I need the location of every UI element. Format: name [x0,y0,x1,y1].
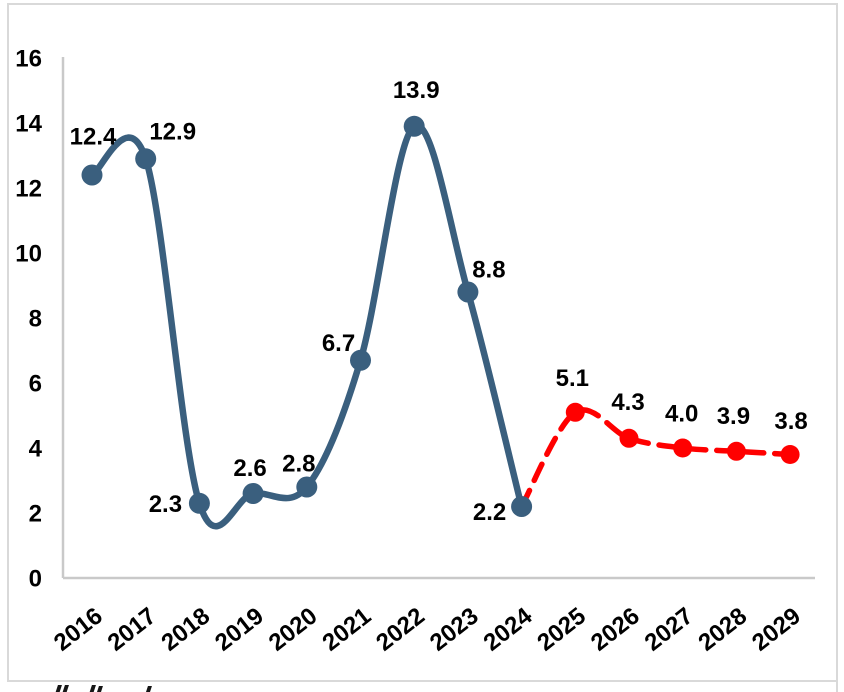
data-point-marker-forecast-2026 [619,428,639,448]
data-label-forecast: 3.9 [717,403,750,430]
data-label-forecast: 4.3 [611,389,644,416]
data-point-marker-historical-2016 [81,164,103,186]
y-tick-label: 8 [29,306,42,333]
data-point-marker-historical-2021 [350,349,371,371]
y-tick-label: 14 [15,111,42,138]
data-point-marker-historical-2017 [135,148,157,170]
data-label-historical: 2.8 [282,451,315,478]
data-label-forecast: 4.0 [665,401,698,428]
data-point-marker-forecast-2029 [780,445,800,464]
data-label-historical: 2.6 [233,455,266,482]
x-tick-label: 2028 [693,602,752,656]
y-tick-label: 2 [29,501,42,528]
x-tick-label: 2020 [264,602,323,656]
data-point-marker-historical-2020 [296,476,318,498]
data-point-marker-historical-2023 [457,281,479,303]
x-tick-label: 2019 [210,602,269,656]
data-label-historical: 12.9 [149,118,196,145]
y-tick-label: 10 [15,241,42,268]
x-tick-label: 2026 [586,602,645,656]
series-historical-line [88,122,525,530]
x-tick-label: 2027 [640,602,699,656]
data-point-marker-historical-2022 [403,115,425,137]
x-tick-label: 2024 [479,602,538,657]
data-point-marker-historical-2024 [511,496,533,517]
y-tick-label: 4 [29,436,43,463]
figure-border [7,3,838,682]
data-label-historical: 12.4 [70,124,117,151]
data-point-marker-forecast-2027 [673,438,693,458]
data-label-historical: 6.7 [322,330,355,357]
data-label-forecast: 3.8 [774,408,807,435]
x-tick-label: 2029 [747,602,806,656]
data-point-marker-forecast-2025 [565,402,585,422]
x-tick-label: 2017 [103,602,162,656]
data-point-marker-forecast-2028 [726,441,746,461]
data-label-historical: 8.8 [472,257,505,284]
data-point-marker-historical-2019 [242,483,264,504]
x-tick-label: 2023 [425,602,484,656]
data-label-historical: 13.9 [393,77,440,104]
y-tick-label: 0 [29,566,42,593]
y-tick-label: 6 [29,371,42,398]
y-tick-label: 16 [15,46,42,73]
y-tick-label: 12 [15,176,42,203]
x-tick-label: 2025 [532,602,591,656]
x-tick-label: 2022 [371,602,430,656]
data-label-historical: 2.3 [149,491,182,518]
x-tick-label: 2016 [49,602,108,656]
data-point-marker-historical-2018 [188,492,210,514]
x-tick-label: 2021 [317,602,376,656]
x-tick-label: 2018 [156,602,215,656]
data-label-forecast: 5.1 [556,365,589,392]
data-label-historical: 2.2 [473,499,506,526]
